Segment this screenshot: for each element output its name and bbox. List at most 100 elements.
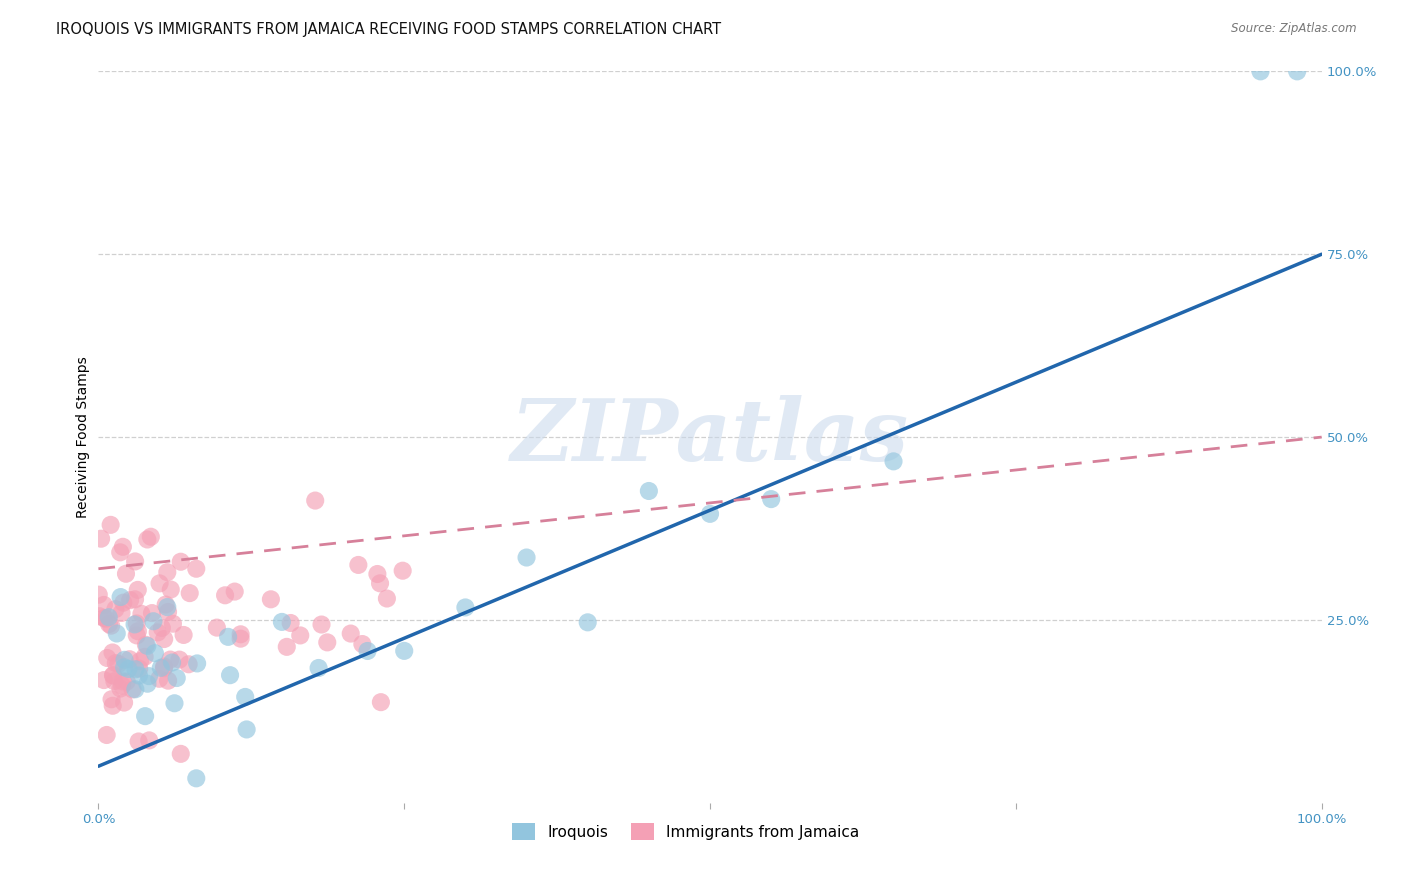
- Point: [454, 600, 477, 615]
- Point: [125, 628, 148, 642]
- Point: [177, 657, 200, 672]
- Point: [186, 562, 208, 576]
- Point: [124, 662, 146, 676]
- Point: [347, 558, 370, 572]
- Point: [117, 662, 139, 676]
- Point: [156, 565, 179, 579]
- Point: [110, 545, 132, 559]
- Legend: Iroquois, Immigrants from Jamaica: Iroquois, Immigrants from Jamaica: [506, 816, 865, 847]
- Point: [105, 626, 128, 640]
- Point: [304, 493, 326, 508]
- Point: [155, 598, 177, 612]
- Point: [101, 668, 124, 682]
- Point: [138, 669, 160, 683]
- Point: [121, 682, 143, 697]
- Point: [1250, 64, 1272, 78]
- Point: [149, 576, 172, 591]
- Point: [219, 668, 242, 682]
- Point: [114, 653, 136, 667]
- Point: [131, 607, 153, 621]
- Point: [110, 681, 132, 696]
- Point: [157, 605, 180, 619]
- Point: [229, 632, 252, 646]
- Point: [270, 615, 294, 629]
- Point: [233, 690, 256, 704]
- Point: [110, 606, 132, 620]
- Point: [134, 649, 156, 664]
- Point: [375, 591, 398, 606]
- Point: [370, 695, 392, 709]
- Point: [128, 668, 150, 682]
- Point: [96, 651, 118, 665]
- Point: [138, 733, 160, 747]
- Point: [166, 671, 188, 685]
- Point: [356, 644, 378, 658]
- Point: [186, 772, 208, 786]
- Point: [136, 677, 159, 691]
- Point: [128, 734, 150, 748]
- Point: [162, 616, 184, 631]
- Point: [111, 674, 134, 689]
- Point: [115, 566, 138, 581]
- Point: [115, 674, 138, 689]
- Point: [103, 674, 125, 689]
- Point: [111, 679, 134, 693]
- Point: [153, 632, 176, 646]
- Point: [101, 698, 124, 713]
- Point: [146, 625, 169, 640]
- Point: [883, 454, 905, 468]
- Point: [290, 628, 312, 642]
- Point: [637, 483, 661, 498]
- Point: [110, 590, 132, 604]
- Point: [124, 682, 146, 697]
- Point: [160, 656, 183, 670]
- Point: [101, 646, 124, 660]
- Point: [308, 661, 330, 675]
- Point: [1286, 64, 1309, 78]
- Point: [368, 576, 391, 591]
- Point: [135, 638, 157, 652]
- Point: [93, 598, 115, 612]
- Point: [392, 644, 416, 658]
- Point: [186, 657, 208, 671]
- Point: [391, 564, 413, 578]
- Point: [156, 600, 179, 615]
- Point: [699, 507, 721, 521]
- Point: [124, 554, 146, 568]
- Point: [93, 611, 115, 625]
- Text: IROQUOIS VS IMMIGRANTS FROM JAMAICA RECEIVING FOOD STAMPS CORRELATION CHART: IROQUOIS VS IMMIGRANTS FROM JAMAICA RECE…: [56, 22, 721, 37]
- Point: [148, 672, 170, 686]
- Point: [127, 624, 149, 639]
- Point: [153, 659, 176, 673]
- Point: [124, 617, 146, 632]
- Point: [104, 656, 127, 670]
- Point: [127, 582, 149, 597]
- Point: [170, 747, 193, 761]
- Point: [169, 652, 191, 666]
- Point: [104, 602, 127, 616]
- Point: [143, 646, 166, 660]
- Point: [100, 692, 122, 706]
- Point: [217, 630, 239, 644]
- Point: [352, 637, 374, 651]
- Text: Source: ZipAtlas.com: Source: ZipAtlas.com: [1232, 22, 1357, 36]
- Point: [142, 614, 165, 628]
- Point: [224, 584, 246, 599]
- Point: [112, 696, 135, 710]
- Point: [280, 615, 302, 630]
- Point: [576, 615, 599, 630]
- Point: [136, 639, 159, 653]
- Point: [761, 492, 783, 507]
- Point: [141, 606, 163, 620]
- Point: [125, 616, 148, 631]
- Point: [107, 657, 129, 671]
- Point: [134, 709, 156, 723]
- Point: [170, 555, 193, 569]
- Point: [311, 617, 333, 632]
- Point: [124, 592, 146, 607]
- Point: [100, 517, 122, 532]
- Point: [93, 673, 115, 687]
- Point: [136, 533, 159, 547]
- Point: [118, 652, 141, 666]
- Point: [139, 530, 162, 544]
